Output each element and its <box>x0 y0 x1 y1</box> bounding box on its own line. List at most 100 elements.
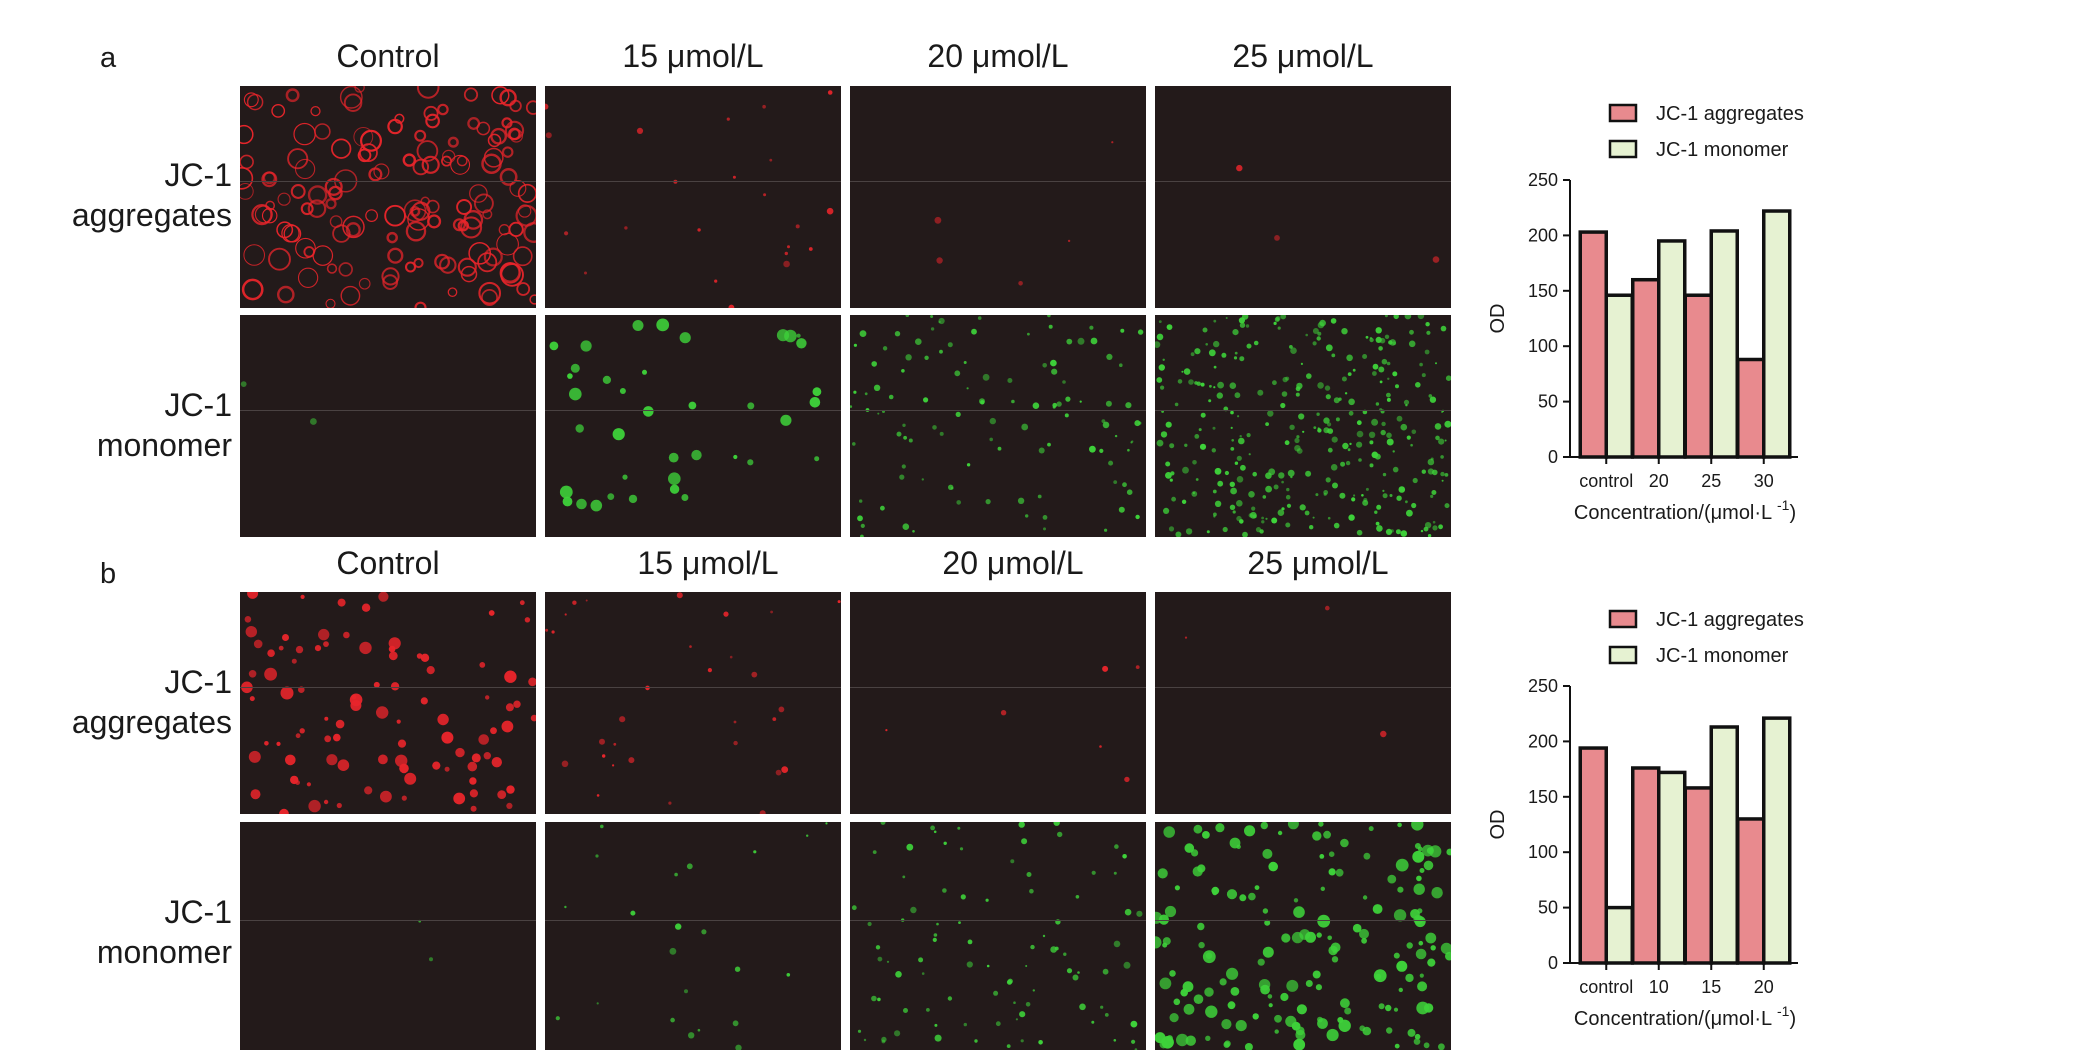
cell-mark <box>1331 956 1339 963</box>
cell-mark <box>955 411 961 417</box>
bar-aggregates <box>1631 766 1661 965</box>
column-header-25-b: 25 μmol/L <box>1247 545 1389 581</box>
cell-mark <box>1156 439 1164 447</box>
cell-mark <box>1205 952 1213 959</box>
cell-mark <box>1236 164 1243 172</box>
cell-mark <box>590 499 603 512</box>
cell-mark <box>1230 447 1235 451</box>
cell-mark <box>1328 851 1335 857</box>
cell-mark <box>248 750 261 763</box>
cell-mark <box>324 735 332 743</box>
cell-mark <box>1239 435 1242 438</box>
cell-mark <box>580 340 592 352</box>
cell-mark <box>1244 1043 1253 1050</box>
cell-mark <box>1372 904 1383 914</box>
cell-mark <box>1332 949 1337 954</box>
cell-mark <box>1361 494 1364 497</box>
cell-mark <box>908 438 913 443</box>
cell-mark <box>974 1039 978 1043</box>
cell-mark <box>396 719 401 724</box>
cell-mark <box>796 333 801 338</box>
cell-mark <box>1185 1035 1196 1046</box>
cell-mark <box>1352 368 1356 372</box>
cell-mark <box>384 204 406 227</box>
cell-mark <box>729 655 733 659</box>
cell-mark <box>460 265 478 283</box>
cell-mark <box>1372 371 1377 376</box>
cell-mark <box>1400 530 1408 537</box>
bar-monomer <box>1762 716 1792 965</box>
cell-mark <box>1131 440 1134 443</box>
cell-mark <box>1312 831 1322 841</box>
cell-mark <box>483 147 504 168</box>
cell-mark <box>867 921 872 927</box>
cell-mark <box>926 1008 930 1012</box>
cell-mark <box>1162 358 1165 361</box>
cell-mark <box>1134 1048 1138 1050</box>
cell-mark <box>441 149 456 164</box>
cell-mark <box>934 1034 942 1042</box>
cell-mark <box>1038 447 1045 454</box>
cell-mark <box>1048 324 1053 329</box>
cell-mark <box>600 824 604 829</box>
y-tick-label: 0 <box>1548 447 1558 467</box>
cell-mark <box>1230 410 1234 415</box>
cell-mark <box>1267 410 1274 417</box>
cell-mark <box>936 257 943 264</box>
cell-mark <box>1406 435 1411 440</box>
cell-mark <box>1318 822 1324 827</box>
cell-mark <box>1393 952 1400 959</box>
cell-mark <box>497 790 507 799</box>
cell-mark <box>1431 887 1443 899</box>
cell-mark <box>1444 473 1449 477</box>
cell-mark <box>1371 418 1379 426</box>
x-tick-label: 20 <box>1649 471 1669 491</box>
cell-mark <box>795 224 800 229</box>
cell-mark <box>1344 1007 1352 1015</box>
cell-mark <box>628 494 638 504</box>
cell-mark <box>420 697 428 705</box>
cell-mark <box>1428 394 1433 398</box>
cell-mark <box>732 175 736 179</box>
cell-mark <box>939 349 943 354</box>
cell-mark <box>387 118 403 135</box>
cell-mark <box>826 207 834 215</box>
cell-mark <box>1340 998 1350 1009</box>
cell-mark <box>1441 410 1444 413</box>
x-tick-label: 10 <box>1649 977 1669 997</box>
cell-mark <box>569 387 582 401</box>
cell-mark <box>1114 434 1118 438</box>
cell-mark <box>1389 494 1393 497</box>
cell-mark <box>1406 942 1413 949</box>
cell-mark <box>300 594 305 599</box>
cell-mark <box>1019 1011 1026 1018</box>
cell-mark <box>1260 984 1270 995</box>
cell-mark <box>585 599 588 602</box>
cell-mark <box>241 278 264 301</box>
cell-mark <box>1229 382 1237 389</box>
cell-mark <box>1242 531 1248 537</box>
cell-mark <box>1418 940 1424 946</box>
cell-mark <box>967 939 973 945</box>
cell-mark <box>437 103 449 116</box>
cell-mark <box>1405 973 1414 983</box>
cell-mark <box>1182 981 1194 993</box>
cell-mark <box>885 729 888 732</box>
cell-mark <box>295 237 316 259</box>
cell-mark <box>368 167 383 182</box>
cell-mark <box>1077 337 1085 345</box>
cell-mark <box>688 1032 695 1039</box>
bar-monomer <box>1604 293 1634 459</box>
cell-mark <box>888 394 894 400</box>
cell-mark <box>1340 461 1346 467</box>
cell-mark <box>602 754 606 758</box>
cell-mark <box>1281 391 1288 397</box>
cell-mark <box>636 127 644 134</box>
cell-mark <box>905 315 910 317</box>
cell-mark <box>250 789 261 800</box>
cell-mark <box>1396 415 1403 422</box>
cell-mark <box>342 215 365 239</box>
cell-mark <box>997 446 1002 451</box>
cell-mark <box>894 1030 901 1037</box>
cell-mark <box>251 204 273 226</box>
